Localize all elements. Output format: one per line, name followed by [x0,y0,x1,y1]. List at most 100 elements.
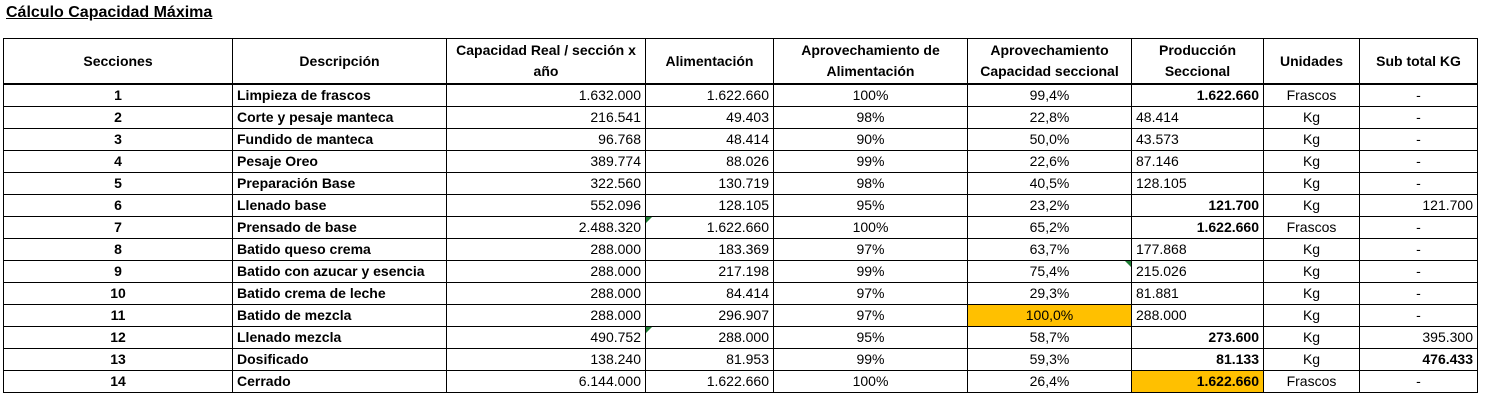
cell-descripcion[interactable]: Llenado base [232,194,447,217]
cell-subtotal[interactable]: 395.300 [1359,326,1478,349]
header-produccion[interactable]: Producción Seccional [1131,38,1264,85]
cell-descripcion[interactable]: Batido de mezcla [232,304,447,327]
cell-descripcion[interactable]: Prensado de base [232,216,447,239]
cell-capacidad[interactable]: 6.144.000 [446,370,646,393]
cell-unidades[interactable]: Kg [1263,106,1360,129]
header-secciones[interactable]: Secciones [3,38,233,85]
cell-subtotal[interactable]: - [1359,304,1478,327]
cell-unidades[interactable]: Kg [1263,238,1360,261]
cell-descripcion[interactable]: Corte y pesaje manteca [232,106,447,129]
cell-alimentacion[interactable]: 296.907 [645,304,774,327]
cell-aprov-alimentacion[interactable]: 90% [773,128,968,151]
cell-alimentacion[interactable]: 84.414 [645,282,774,305]
cell-aprov-capacidad[interactable]: 23,2% [967,194,1132,217]
header-aprov-capacidad[interactable]: Aprovechamiento Capacidad seccional [967,38,1132,85]
header-descripcion[interactable]: Descripción [232,38,447,85]
cell-aprov-alimentacion[interactable]: 100% [773,83,968,107]
cell-alimentacion[interactable]: 48.414 [645,128,774,151]
cell-aprov-capacidad[interactable]: 65,2% [967,216,1132,239]
cell-capacidad[interactable]: 288.000 [446,304,646,327]
cell-alimentacion[interactable]: 81.953 [645,348,774,371]
cell-subtotal[interactable]: - [1359,370,1478,393]
cell-seccion[interactable]: 10 [3,282,233,305]
cell-aprov-alimentacion[interactable]: 99% [773,260,968,283]
cell-aprov-capacidad[interactable]: 59,3% [967,348,1132,371]
cell-capacidad[interactable]: 490.752 [446,326,646,349]
cell-produccion[interactable]: 121.700 [1131,194,1264,217]
cell-seccion[interactable]: 3 [3,128,233,151]
cell-aprov-alimentacion[interactable]: 97% [773,282,968,305]
cell-subtotal[interactable]: 476.433 [1359,348,1478,371]
cell-subtotal[interactable]: - [1359,106,1478,129]
header-alimentacion[interactable]: Alimentación [645,38,774,85]
cell-seccion[interactable]: 7 [3,216,233,239]
cell-unidades[interactable]: Frascos [1263,216,1360,239]
cell-alimentacion[interactable]: 130.719 [645,172,774,195]
cell-produccion[interactable]: 43.573 [1131,128,1264,151]
cell-aprov-alimentacion[interactable]: 95% [773,194,968,217]
cell-descripcion[interactable]: Llenado mezcla [232,326,447,349]
cell-aprov-capacidad[interactable]: 58,7% [967,326,1132,349]
cell-produccion[interactable]: 215.026 [1131,260,1264,283]
cell-descripcion[interactable]: Batido queso crema [232,238,447,261]
cell-aprov-capacidad[interactable]: 99,4% [967,83,1132,107]
cell-produccion[interactable]: 48.414 [1131,106,1264,129]
cell-aprov-alimentacion[interactable]: 100% [773,216,968,239]
cell-alimentacion[interactable]: 1.622.660 [645,83,774,107]
header-aprov-alimentacion[interactable]: Aprovechamiento de Alimentación [773,38,968,85]
cell-seccion[interactable]: 12 [3,326,233,349]
cell-capacidad[interactable]: 216.541 [446,106,646,129]
cell-unidades[interactable]: Kg [1263,128,1360,151]
cell-aprov-alimentacion[interactable]: 99% [773,150,968,173]
cell-seccion[interactable]: 5 [3,172,233,195]
cell-capacidad[interactable]: 552.096 [446,194,646,217]
cell-produccion[interactable]: 1.622.660 [1131,216,1264,239]
cell-seccion[interactable]: 13 [3,348,233,371]
cell-capacidad[interactable]: 138.240 [446,348,646,371]
cell-seccion[interactable]: 9 [3,260,233,283]
cell-descripcion[interactable]: Pesaje Oreo [232,150,447,173]
cell-aprov-capacidad[interactable]: 22,6% [967,150,1132,173]
cell-seccion[interactable]: 4 [3,150,233,173]
cell-aprov-capacidad[interactable]: 63,7% [967,238,1132,261]
cell-seccion[interactable]: 2 [3,106,233,129]
cell-produccion[interactable]: 288.000 [1131,304,1264,327]
cell-aprov-alimentacion[interactable]: 97% [773,238,968,261]
cell-descripcion[interactable]: Batido crema de leche [232,282,447,305]
cell-produccion[interactable]: 1.622.660 [1131,83,1264,107]
cell-produccion[interactable]: 81.133 [1131,348,1264,371]
cell-aprov-alimentacion[interactable]: 95% [773,326,968,349]
header-capacidad[interactable]: Capacidad Real / sección x año [446,38,646,85]
cell-alimentacion[interactable]: 128.105 [645,194,774,217]
cell-aprov-capacidad[interactable]: 100,0% [967,304,1132,327]
cell-alimentacion[interactable]: 1.622.660 [645,370,774,393]
cell-produccion[interactable]: 177.868 [1131,238,1264,261]
cell-aprov-capacidad[interactable]: 75,4% [967,260,1132,283]
cell-produccion[interactable]: 87.146 [1131,150,1264,173]
cell-aprov-alimentacion[interactable]: 100% [773,370,968,393]
cell-subtotal[interactable]: - [1359,150,1478,173]
cell-descripcion[interactable]: Fundido de manteca [232,128,447,151]
cell-capacidad[interactable]: 96.768 [446,128,646,151]
cell-alimentacion[interactable]: 288.000 [645,326,774,349]
cell-unidades[interactable]: Frascos [1263,370,1360,393]
cell-seccion[interactable]: 14 [3,370,233,393]
cell-seccion[interactable]: 8 [3,238,233,261]
cell-capacidad[interactable]: 1.632.000 [446,83,646,107]
cell-seccion[interactable]: 1 [3,83,233,107]
cell-capacidad[interactable]: 2.488.320 [446,216,646,239]
header-unidades[interactable]: Unidades [1263,38,1360,85]
cell-aprov-capacidad[interactable]: 22,8% [967,106,1132,129]
cell-capacidad[interactable]: 322.560 [446,172,646,195]
cell-capacidad[interactable]: 288.000 [446,260,646,283]
cell-aprov-alimentacion[interactable]: 98% [773,106,968,129]
cell-aprov-capacidad[interactable]: 50,0% [967,128,1132,151]
cell-unidades[interactable]: Kg [1263,282,1360,305]
cell-alimentacion[interactable]: 217.198 [645,260,774,283]
cell-unidades[interactable]: Kg [1263,348,1360,371]
cell-unidades[interactable]: Kg [1263,172,1360,195]
cell-produccion[interactable]: 128.105 [1131,172,1264,195]
cell-unidades[interactable]: Kg [1263,326,1360,349]
cell-descripcion[interactable]: Cerrado [232,370,447,393]
cell-capacidad[interactable]: 288.000 [446,282,646,305]
